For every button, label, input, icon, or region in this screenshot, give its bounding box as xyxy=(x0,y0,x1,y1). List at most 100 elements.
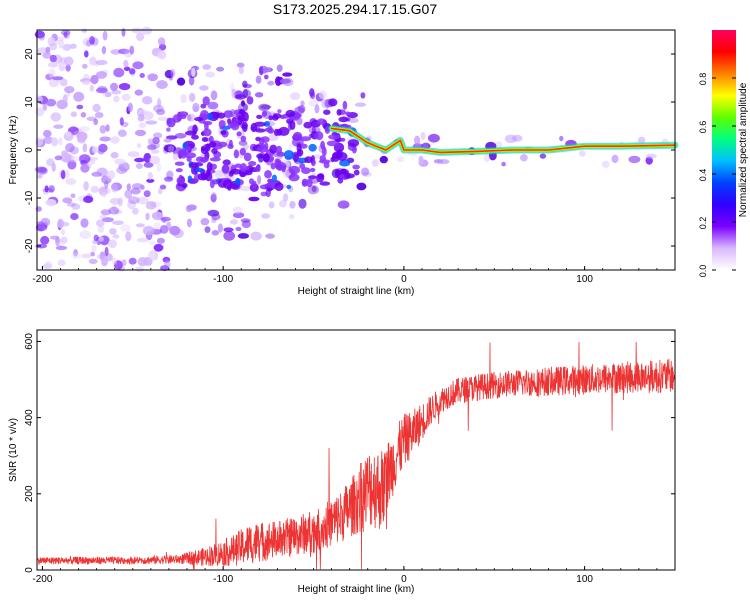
spectrogram-blob xyxy=(153,132,163,139)
spectrogram-blob xyxy=(95,71,107,79)
spectrogram-blob xyxy=(81,253,92,259)
spectrogram-blob xyxy=(62,94,68,104)
spectrogram-blob xyxy=(239,147,246,156)
spectrogram-blob xyxy=(62,43,72,51)
spectrogram-blob xyxy=(185,145,192,152)
spectrogram-blob xyxy=(271,174,277,182)
spectrogram-blob xyxy=(275,145,283,154)
spectrogram-blob xyxy=(276,64,283,72)
spectrogram-blob xyxy=(273,128,280,136)
x-tick-label: -100 xyxy=(213,274,233,285)
spectrogram-blob xyxy=(96,87,108,94)
spectrogram-blob xyxy=(203,120,213,126)
spectrogram-blob xyxy=(352,164,360,170)
spectrogram-blob xyxy=(418,155,424,166)
spectrogram-blob xyxy=(45,46,51,54)
spectrogram-blob xyxy=(82,143,88,153)
spectrogram-blob xyxy=(139,73,145,78)
spectrogram-blob xyxy=(163,138,172,143)
spectrogram-blob xyxy=(310,91,316,100)
spectrogram-blob xyxy=(194,167,205,173)
spectrogram-blob xyxy=(175,168,183,173)
spectrogram-blob xyxy=(202,96,210,106)
spectrogram-blob xyxy=(236,131,242,137)
spectrogram-blob xyxy=(234,94,246,100)
spectrogram-blob xyxy=(341,203,349,208)
spectrogram-blob xyxy=(265,233,275,239)
spectrogram-blob xyxy=(299,163,306,170)
spectrogram-blob xyxy=(121,93,131,101)
spectrogram-blob xyxy=(483,154,490,163)
spectrogram-blob xyxy=(237,115,243,125)
y-tick-label: 600 xyxy=(24,333,35,350)
spectrogram-blob xyxy=(153,222,161,230)
spectrogram-blob xyxy=(187,175,193,182)
spectrogram-x-ticks: -200 -100 0 100 xyxy=(32,266,676,285)
spectrogram-blob xyxy=(232,206,243,214)
spectrogram-blob xyxy=(127,200,136,210)
spectrogram-blob xyxy=(108,206,120,215)
spectrogram-blob xyxy=(420,132,426,141)
spectrogram-blob xyxy=(143,152,152,163)
spectrogram-blob xyxy=(559,135,564,142)
spectrogram-blob xyxy=(136,196,149,205)
spectrogram-blob xyxy=(137,109,148,115)
spectrogram-blob xyxy=(396,156,405,163)
spectrogram-blob xyxy=(303,121,313,129)
spectrogram-blob xyxy=(189,92,196,102)
spectrogram-blob xyxy=(504,134,517,144)
colorbar-tick-label: 0.8 xyxy=(698,73,708,86)
spectrogram-blob xyxy=(218,120,226,129)
spectrogram-blob xyxy=(270,162,276,170)
spectrogram-blob xyxy=(71,253,82,260)
spectrogram-blob xyxy=(170,68,176,78)
spectrogram-blob xyxy=(130,187,141,195)
spectrogram-blob xyxy=(187,204,197,211)
spectrogram-blob xyxy=(191,134,199,140)
colorbar: 0.0 0.2 0.4 0.6 0.8 Normalized spectral ampl… xyxy=(698,30,749,277)
spectrogram-blob xyxy=(111,183,119,193)
spectrogram-blob xyxy=(279,78,291,84)
spectrogram-blob xyxy=(200,218,210,226)
spectrogram-blob xyxy=(185,130,197,136)
spectrogram-blob xyxy=(105,124,110,132)
spectrogram-blob xyxy=(512,134,523,142)
spectrogram-blob xyxy=(318,159,331,164)
spectrogram-blob xyxy=(246,96,254,105)
spectrogram-blob xyxy=(200,110,209,120)
spectrogram-blob xyxy=(101,191,107,198)
spectrogram-blob xyxy=(202,64,212,70)
spectrogram-blob xyxy=(192,102,200,113)
spectrogram-blob xyxy=(135,163,143,169)
spectrogram-blob xyxy=(92,103,101,113)
spectrogram-blob xyxy=(42,136,54,144)
spectrogram-blob xyxy=(108,239,117,249)
spectrogram-blob xyxy=(123,66,131,72)
spectrogram-blob xyxy=(138,122,147,129)
spectrogram-blob xyxy=(194,172,200,183)
spectrogram-blob xyxy=(207,101,219,110)
spectrogram-blob xyxy=(137,115,145,122)
spectrogram-blob xyxy=(111,257,117,265)
spectrogram-blob xyxy=(282,193,289,202)
spectrogram-blob xyxy=(268,201,275,209)
spectrogram-blob xyxy=(298,198,307,209)
spectrogram-blob xyxy=(263,153,270,163)
spectrogram-blob xyxy=(286,184,292,190)
spectrogram-blob xyxy=(145,212,150,221)
spectrogram-blob xyxy=(71,203,81,210)
spectrogram-blob xyxy=(316,118,327,125)
spectrogram-blob xyxy=(55,238,60,244)
spectrogram-blob xyxy=(35,95,44,103)
spectrogram-blob xyxy=(242,80,248,88)
spectrogram-blob xyxy=(91,244,97,253)
spectrogram-blob xyxy=(84,50,89,58)
spectrogram-blob xyxy=(61,229,65,236)
snr-frame xyxy=(36,329,676,571)
spectrogram-blob xyxy=(248,161,257,166)
spectrogram-blob xyxy=(57,137,63,146)
spectrogram-blob xyxy=(289,200,296,209)
spectrogram-blob xyxy=(129,45,135,55)
spectrogram-blob xyxy=(223,227,234,233)
